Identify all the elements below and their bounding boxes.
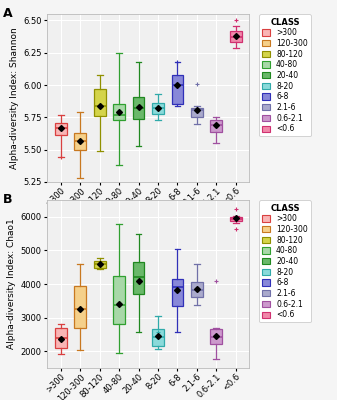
Legend: >300, 120-300, 80-120, 40-80, 20-40, 8-20, 6-8, 2.1-6, 0.6-2.1, <0.6: >300, 120-300, 80-120, 40-80, 20-40, 8-2… bbox=[259, 14, 311, 136]
PathPatch shape bbox=[74, 133, 86, 150]
PathPatch shape bbox=[55, 328, 67, 348]
PathPatch shape bbox=[113, 276, 125, 324]
PathPatch shape bbox=[113, 104, 125, 120]
Y-axis label: Alpha-diversity Index: Chao1: Alpha-diversity Index: Chao1 bbox=[7, 219, 16, 349]
PathPatch shape bbox=[74, 286, 86, 328]
PathPatch shape bbox=[191, 282, 203, 298]
Text: A: A bbox=[3, 7, 12, 20]
PathPatch shape bbox=[152, 103, 164, 114]
PathPatch shape bbox=[172, 279, 183, 306]
Legend: >300, 120-300, 80-120, 40-80, 20-40, 8-20, 6-8, 2.1-6, 0.6-2.1, <0.6: >300, 120-300, 80-120, 40-80, 20-40, 8-2… bbox=[259, 200, 311, 322]
PathPatch shape bbox=[94, 261, 105, 268]
PathPatch shape bbox=[211, 120, 222, 132]
Text: B: B bbox=[3, 193, 12, 206]
PathPatch shape bbox=[230, 31, 242, 42]
PathPatch shape bbox=[211, 329, 222, 344]
PathPatch shape bbox=[133, 97, 144, 119]
PathPatch shape bbox=[230, 218, 242, 221]
PathPatch shape bbox=[152, 329, 164, 346]
PathPatch shape bbox=[191, 108, 203, 117]
PathPatch shape bbox=[94, 89, 105, 116]
Y-axis label: Alpha-diversity Index: Shannon: Alpha-diversity Index: Shannon bbox=[10, 27, 19, 169]
PathPatch shape bbox=[133, 262, 144, 294]
PathPatch shape bbox=[172, 75, 183, 104]
PathPatch shape bbox=[55, 122, 67, 135]
